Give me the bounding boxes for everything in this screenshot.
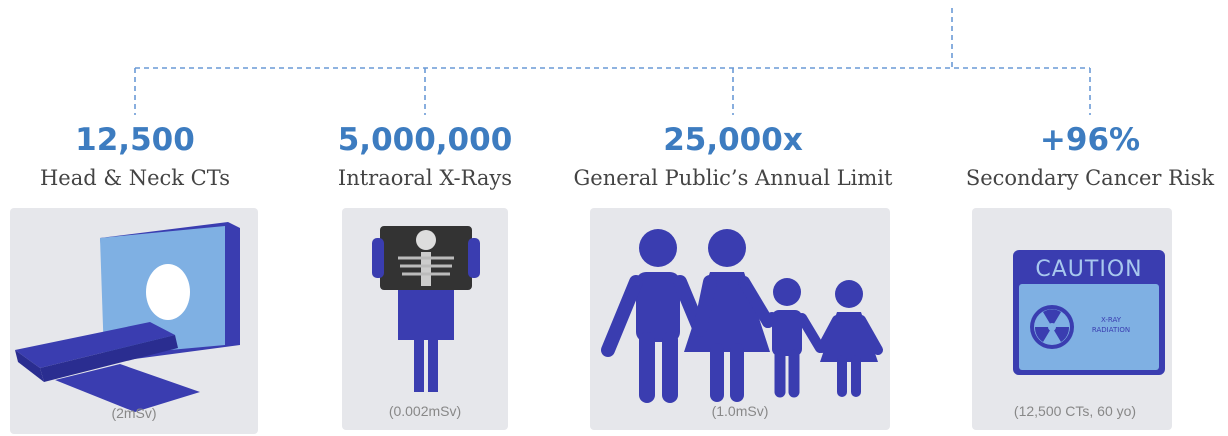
stat-label: Head & Neck CTs [40, 166, 230, 190]
family-icon [601, 229, 883, 403]
connector [134, 8, 1091, 115]
panel-note: (1.0mSv) [712, 403, 769, 419]
stat-value: 5,000,000 [338, 122, 513, 158]
stat-label: General Public’s Annual Limit [574, 166, 893, 190]
stat-value: 12,500 [75, 122, 195, 158]
panel-note: (0.002mSv) [389, 403, 461, 419]
stat-label: Intraoral X-Rays [338, 166, 512, 190]
ct-icon [15, 222, 240, 412]
stat-value: +96% [1040, 122, 1140, 158]
stat-label: Secondary Cancer Risk [966, 166, 1215, 190]
panel-note: (12,500 CTs, 60 yo) [1014, 403, 1136, 419]
caution-title: CAUTION [1035, 257, 1142, 282]
xray-icon [372, 226, 480, 392]
caution-icon [1013, 250, 1165, 375]
stat-value: 25,000x [663, 122, 803, 158]
caution-text: RADIATION [1092, 326, 1130, 334]
caution-text: X-RAY [1101, 316, 1122, 324]
panel-note: (2mSv) [111, 405, 156, 421]
